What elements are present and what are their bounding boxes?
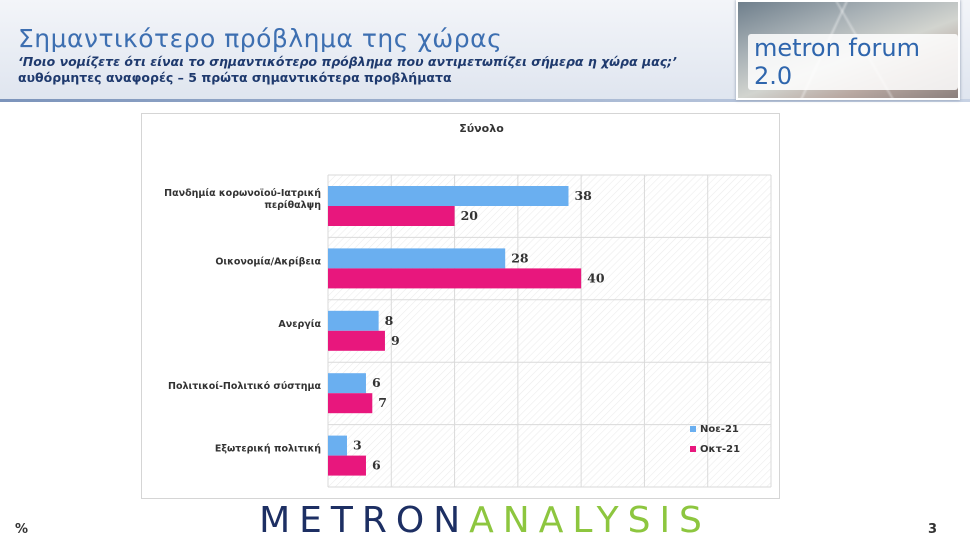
bar [328, 373, 366, 394]
bar [328, 206, 455, 226]
category-label: Πανδημία κορωνοϊού-Ιατρική [164, 188, 321, 199]
data-label: 20 [461, 208, 479, 223]
legend-label: Νοε-21 [700, 424, 739, 435]
metron-analysis-logo: METRONANALYSIS [0, 500, 970, 541]
category-label: περίθαλψη [264, 200, 321, 211]
data-label: 28 [511, 250, 529, 265]
metron-forum-logo: metron forum 2.0 [736, 0, 960, 100]
category-label: Πολιτικοί-Πολιτικό σύστημα [168, 381, 321, 392]
data-label: 40 [587, 270, 605, 285]
bar [328, 186, 569, 206]
question-note: αυθόρμητες αναφορές – 5 πρώτα σημαντικότ… [18, 70, 452, 85]
chart-frame: Σύνολο Πανδημία κορωνοϊού-Ιατρική περίθαλψ… [141, 113, 780, 499]
plot-area [328, 175, 771, 487]
bar [328, 268, 582, 289]
category-label: Οικονομία/Ακρίβεια [215, 256, 321, 267]
bar [328, 330, 385, 351]
legend-label: Οκτ-21 [700, 444, 740, 455]
legend-swatch [690, 426, 696, 432]
bar-chart: Σύνολο Πανδημία κορωνοϊού-Ιατρικήπερίθαλψ… [164, 122, 772, 488]
data-label: 8 [385, 313, 394, 328]
header-divider [0, 99, 970, 102]
page-title: Σημαντικότερο πρόβλημα της χώρας [18, 24, 503, 53]
bar [328, 455, 366, 476]
data-label: 38 [574, 188, 592, 203]
chart-title: Σύνολο [459, 122, 504, 135]
logo-part-metron: METRON [259, 500, 470, 541]
bar [328, 248, 506, 269]
data-label: 9 [391, 333, 400, 348]
category-label: Ανεργία [278, 319, 321, 330]
question-text: ‘Ποιο νομίζετε ότι είναι το σημαντικότερ… [18, 54, 677, 69]
bar [328, 393, 373, 414]
bar [328, 435, 347, 456]
data-label: 6 [372, 375, 381, 390]
page-number: 3 [928, 522, 938, 537]
logo-text: metron forum 2.0 [748, 34, 958, 90]
legend-swatch [690, 446, 696, 452]
category-label: Εξωτερική πολιτική [215, 444, 321, 455]
data-label: 7 [378, 395, 387, 410]
logo-part-analysis: ANALYSIS [469, 500, 711, 541]
data-label: 3 [353, 438, 362, 453]
unit-label: % [15, 522, 29, 537]
bar [328, 310, 379, 331]
data-label: 6 [372, 458, 381, 473]
